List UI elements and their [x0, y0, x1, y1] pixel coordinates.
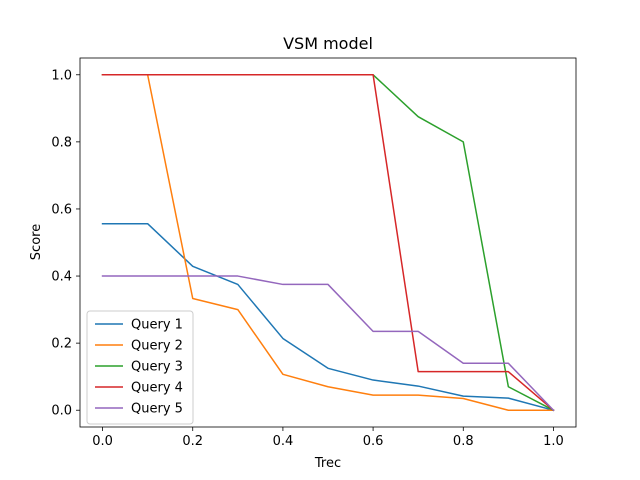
y-tick-label: 0.4	[51, 270, 72, 285]
legend-label: Query 5	[131, 402, 183, 417]
x-tick-label: 1.0	[543, 434, 564, 449]
y-tick-label: 0.0	[51, 404, 72, 419]
legend-label: Query 4	[131, 381, 183, 396]
y-tick-label: 1.0	[51, 68, 72, 83]
x-tick-label: 0.4	[273, 434, 294, 449]
x-tick-label: 0.6	[363, 434, 384, 449]
series-line-4	[101, 74, 555, 412]
y-tick-label: 0.8	[51, 135, 72, 150]
x-tick-label: 0.0	[92, 434, 113, 449]
legend: Query 1 Query 2 Query 3 Query 4 Query 5	[86, 310, 194, 425]
x-axis-label: Trec	[314, 456, 341, 471]
series-line-1	[101, 222, 555, 412]
x-tick-label: 0.8	[453, 434, 474, 449]
y-tick-label: 0.2	[51, 337, 72, 352]
legend-label: Query 2	[131, 339, 183, 354]
series-line-5	[101, 275, 555, 412]
series-layer	[101, 74, 555, 412]
chart-title: VSM model	[283, 34, 373, 53]
legend-label: Query 1	[131, 318, 183, 333]
series-line-2	[101, 74, 555, 411]
legend-label: Query 3	[131, 360, 183, 375]
x-tick-label: 0.2	[182, 434, 203, 449]
axes-layer: 0.0 0.2 0.4 0.6 0.8 1.0 0.0 0.2 0.4 0.6 0.8 1.0	[51, 57, 577, 449]
plot-frame	[79, 57, 577, 428]
y-axis-label: Score	[29, 224, 44, 260]
legend-box	[86, 310, 194, 425]
y-tick-label: 0.6	[51, 202, 72, 217]
